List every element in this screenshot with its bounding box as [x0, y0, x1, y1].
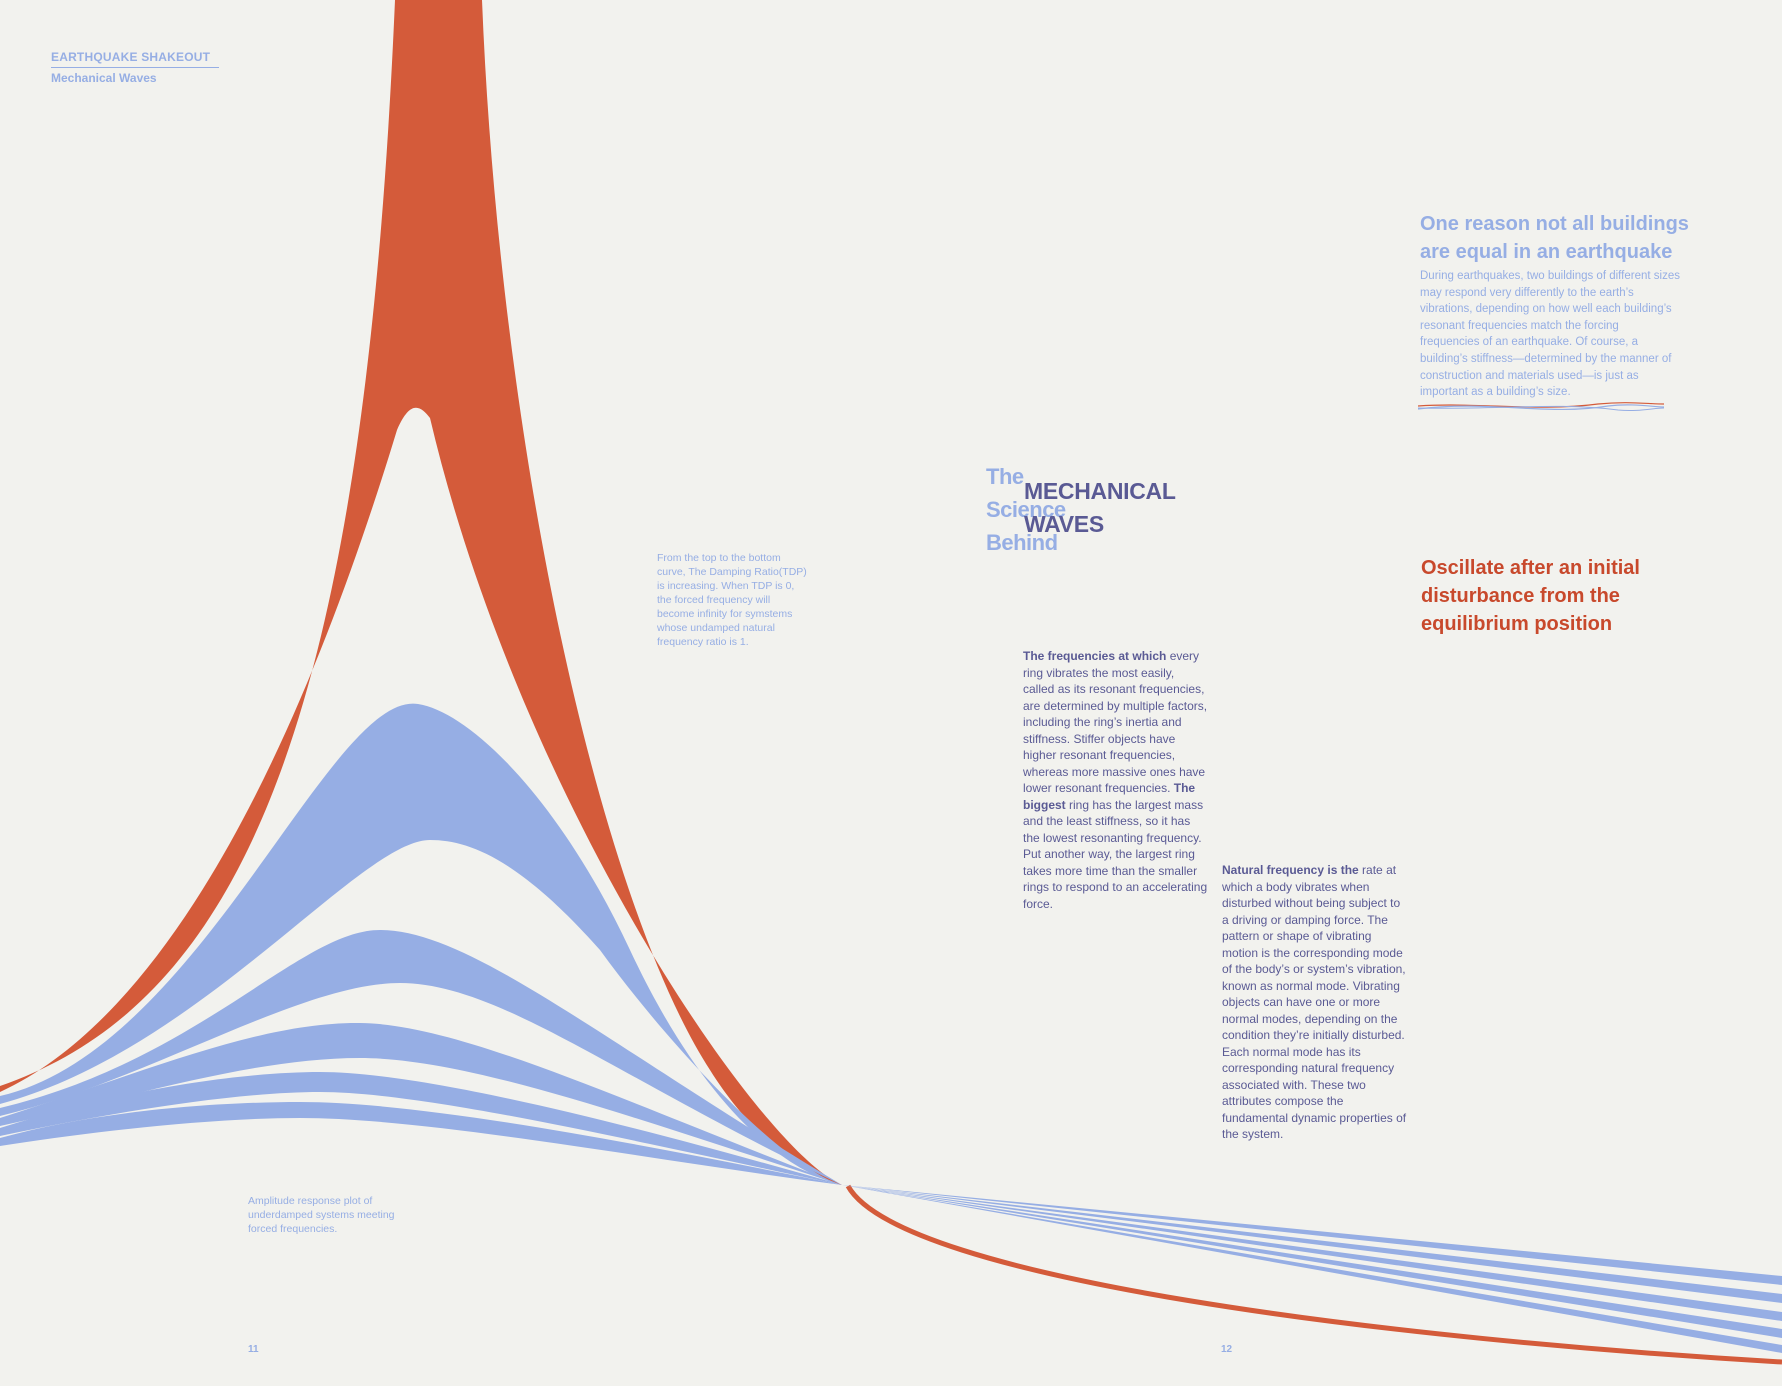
plot-caption: Amplitude response plot of underdamped s… — [248, 1195, 395, 1235]
title-line-science: Science — [986, 497, 1066, 522]
tail-3 — [842, 1185, 1782, 1321]
tail-2 — [842, 1185, 1782, 1303]
curve-blue-tails — [842, 1185, 1782, 1353]
curve-blue-band-1 — [0, 703, 842, 1185]
curve-blue-band-3 — [0, 1022, 842, 1185]
curve-blue-band-5 — [0, 1102, 842, 1185]
page-number-left: 11 — [248, 1344, 259, 1355]
wave-line-blue-2 — [1418, 405, 1664, 412]
frequencies-text-2: ring has the largest mass and the least … — [1023, 797, 1208, 911]
tail-4 — [842, 1185, 1782, 1338]
header-rule — [51, 67, 219, 68]
damping-caption: From the top to the bottom curve, The Da… — [657, 552, 807, 648]
natural-lead: Natural frequency is the — [1222, 863, 1359, 877]
curve-blue-band-2 — [0, 930, 842, 1185]
curve-red-line — [845, 1184, 1782, 1365]
natural-frequency-paragraph: Natural frequency is the rate at which a… — [1222, 862, 1409, 1143]
header-subtitle: Mechanical Waves — [51, 71, 157, 85]
curve-blue-band-4 — [0, 1072, 842, 1185]
oscillate-heading: Oscillate after an initial disturbance f… — [1421, 557, 1640, 635]
page-title: MECHANICAL WAVES — [1024, 475, 1176, 541]
tail-1 — [842, 1185, 1782, 1285]
frequencies-lead-2: The biggest — [1023, 781, 1196, 812]
title-line-the: The — [986, 464, 1024, 489]
frequencies-paragraph: The frequencies at which every ring vibr… — [1023, 648, 1208, 912]
frequencies-lead: The frequencies at which — [1023, 649, 1167, 663]
sidebar-heading: One reason not all buildings are equal i… — [1420, 213, 1689, 263]
title-mechanical: MECHANICAL — [1024, 478, 1176, 504]
header-title: EARTHQUAKE SHAKEOUT — [51, 50, 211, 64]
title-science-behind: The Science Behind — [986, 460, 1066, 559]
wave-decoration — [1418, 402, 1664, 412]
tail-5 — [842, 1185, 1782, 1353]
wave-line-red — [1418, 402, 1664, 408]
sidebar-body: During earthquakes, two buildings of dif… — [1420, 270, 1680, 399]
title-line-behind: Behind — [986, 530, 1058, 555]
title-waves: WAVES — [1024, 511, 1104, 537]
frequencies-text-1: every ring vibrates the most easily, cal… — [1023, 649, 1208, 795]
curve-red-band — [0, 0, 842, 1185]
wave-line-blue-1 — [1418, 404, 1664, 410]
natural-text: rate at which a body vibrates when distu… — [1222, 863, 1407, 1141]
page-number-right: 12 — [1221, 1344, 1233, 1355]
